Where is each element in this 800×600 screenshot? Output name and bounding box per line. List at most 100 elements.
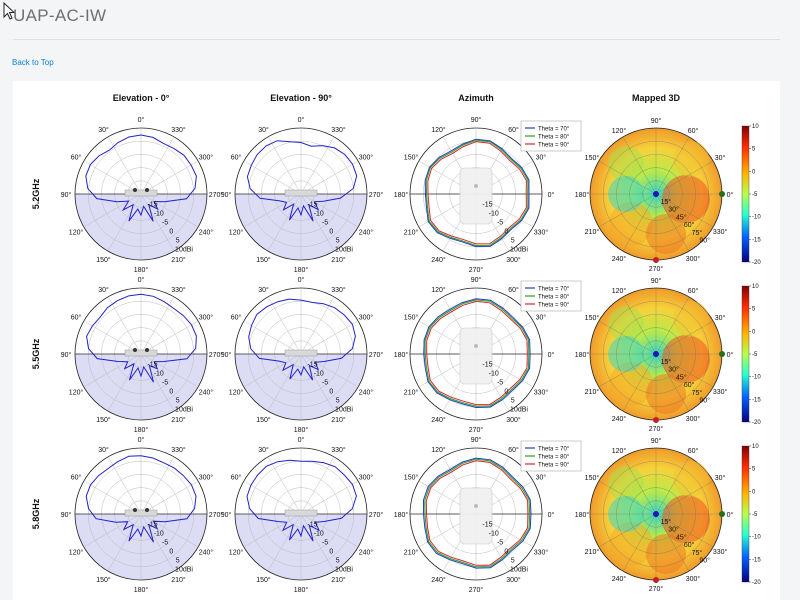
angle-label: 120° (431, 446, 446, 454)
heatmap-region (608, 146, 644, 182)
angle-label: 120° (229, 389, 244, 397)
grid-spoke (140, 193, 175, 252)
radial-tick-label: -15 (147, 522, 157, 529)
angle-label: 60° (508, 126, 519, 134)
angle-label: 90° (471, 436, 482, 444)
grid-spoke (598, 353, 657, 388)
column-title-0: Elevation - 0° (113, 93, 170, 103)
angle-label: 300° (359, 154, 374, 162)
y-axis-marker (653, 577, 659, 583)
angle-label: 150° (585, 314, 600, 322)
radial-tick-label: -10 (314, 211, 324, 218)
angle-label: 330° (331, 446, 346, 454)
colorbar-tick-label: -20 (752, 580, 761, 586)
legend-entry: Theta = 80° (538, 295, 570, 301)
radial-tick-label: 0 (329, 389, 333, 396)
angle-label: 330° (171, 126, 186, 134)
angle-label: 60° (688, 127, 699, 135)
angle-label: 240° (431, 416, 446, 424)
pattern-grid: Elevation - 0° Elevation - 90° Azimuth Mapp… (31, 93, 761, 594)
colorbar-tick-label: 0 (752, 169, 756, 175)
angle-label: 270° (649, 425, 664, 433)
chart-2-1: 90° 60° 30° 0° 330° 300° 270° 240° 210° 180° 150° 1… (394, 276, 582, 434)
grid-spoke (140, 136, 175, 195)
pattern-trace-theta-1 (424, 299, 530, 407)
radial-tick-label: -15 (482, 202, 492, 209)
chart-0-0: 0° 330° 300° 270° 240° 210° 180° 150° 120° 90° 60°… (61, 116, 224, 274)
angle-label: 300° (359, 314, 374, 322)
back-to-top-link[interactable]: Back to Top (12, 58, 54, 67)
radial-tick-label: 0 (169, 389, 173, 396)
chart-1-0: 0° 330° 300° 270° 240° 210° 180° 150° 120° 90° 60°… (221, 116, 384, 274)
radial-tick-label: 10dBi (335, 247, 353, 254)
angle-label: 330° (331, 126, 346, 134)
angle-label: 90° (651, 277, 662, 285)
heatmap-region (673, 461, 709, 497)
radial-tick-label: 90° (699, 557, 710, 565)
angle-label: 270° (649, 265, 664, 273)
angle-label: 270° (369, 511, 384, 519)
antenna-pattern-panel: Elevation - 0° Elevation - 90° Azimuth Mapp… (13, 81, 780, 600)
radial-tick-label: 0 (169, 549, 173, 556)
chart-0-2: 0° 330° 300° 270° 240° 210° 180° 150° 120° 90° 60°… (61, 436, 224, 594)
radial-tick-label: -5 (322, 540, 328, 547)
radial-tick-label: 45° (676, 373, 687, 381)
radial-tick-label: 10dBi (510, 407, 528, 414)
angle-label: 330° (171, 286, 186, 294)
pattern-trace (248, 298, 356, 381)
angle-label: 0° (298, 436, 305, 444)
device-port-icon (145, 188, 149, 192)
grid-spoke (140, 513, 199, 548)
pattern-trace-theta-2 (426, 300, 528, 406)
radial-tick-label: -5 (497, 220, 503, 227)
grid-spoke (140, 456, 175, 515)
angle-label: 270° (209, 191, 224, 199)
angle-label: 300° (686, 575, 701, 583)
radial-tick-label: -5 (497, 380, 503, 387)
grid-spoke (267, 513, 302, 572)
grid-spoke (300, 480, 359, 515)
grid-spoke (300, 193, 335, 252)
angle-label: 180° (294, 266, 309, 274)
legend-entry: Theta = 80° (538, 455, 570, 461)
grid-spoke (140, 320, 199, 355)
grid-spoke (140, 160, 199, 195)
angle-label: 30° (715, 314, 726, 322)
colorbar-tick-label: 5 (752, 307, 756, 313)
device-port-icon (145, 508, 149, 512)
angle-label: 0° (548, 191, 555, 199)
angle-label: 30° (98, 446, 109, 454)
angle-label: 150° (585, 474, 600, 482)
radial-tick-label: 15° (660, 358, 671, 366)
radial-tick-label: 10dBi (175, 567, 193, 574)
device-port-icon (133, 188, 137, 192)
radial-tick-label: 75° (692, 389, 703, 397)
colorbar-tick-label: -5 (752, 352, 758, 358)
angle-label: 240° (612, 255, 627, 263)
grid-spoke (655, 480, 714, 515)
radial-tick-label: 10dBi (510, 567, 528, 574)
angle-label: 30° (258, 446, 269, 454)
radial-tick-label: -5 (162, 220, 168, 227)
radial-tick-label: -15 (482, 362, 492, 369)
column-title-1: Elevation - 90° (270, 93, 332, 103)
grid-spoke (243, 193, 302, 228)
device-icon (284, 509, 318, 517)
angle-label: 210° (585, 388, 600, 396)
grid-spoke (598, 193, 657, 228)
colorbar-tick-label: 5 (752, 467, 756, 473)
chart-1-1: 0° 330° 300° 270° 240° 210° 180° 150° 120° 90° 60°… (221, 276, 384, 434)
grid-spoke (655, 193, 714, 228)
angle-label: 0° (727, 351, 734, 359)
radial-tick-label: -15 (147, 202, 157, 209)
radial-tick-label: 10dBi (335, 567, 353, 574)
angle-label: 120° (69, 229, 84, 237)
grid-spoke (107, 296, 142, 355)
angle-label: 300° (199, 154, 214, 162)
radial-tick-label: -10 (489, 211, 499, 218)
colorbar-tick-label: -10 (752, 215, 761, 221)
angle-label: 330° (713, 388, 728, 396)
grid-spoke (267, 353, 302, 412)
pattern-trace-theta-0 (422, 457, 532, 569)
grid-spoke (655, 513, 714, 548)
